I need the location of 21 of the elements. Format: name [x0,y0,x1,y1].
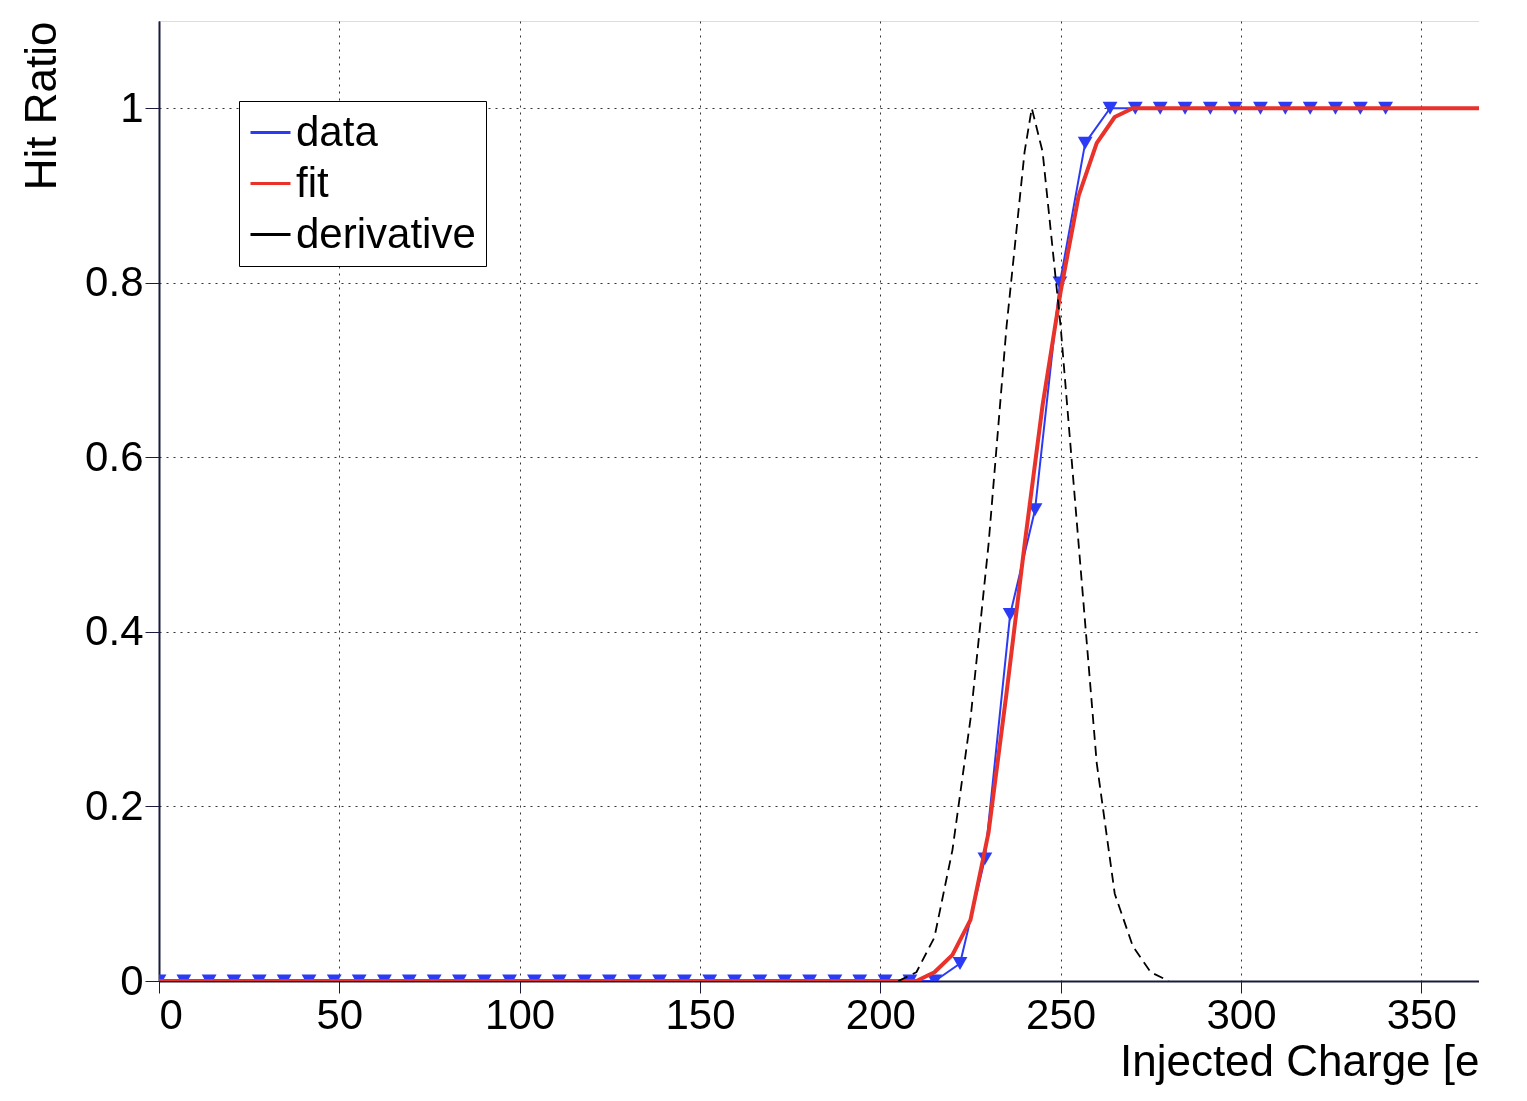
y-tick-label: 0.8 [85,258,144,306]
x-tick-label: 250 [1026,990,1097,1038]
x-tick-label: 350 [1386,990,1457,1038]
x-tick-label: 100 [485,990,556,1038]
y-tick-label: 0.4 [85,607,144,655]
x-tick-label: 200 [845,990,916,1038]
x-axis-title: Injected Charge [e [1119,1035,1480,1085]
legend-label: derivative [296,209,476,257]
y-tick-label: 0 [120,956,144,1004]
y-axis-title: Hit Ratio [16,21,66,191]
x-tick-label: 300 [1206,990,1277,1038]
y-tick-label: 0.2 [85,781,144,829]
y-tick-label: 0.6 [85,432,144,480]
point [1077,136,1093,150]
x-tick-label: 0 [159,990,183,1038]
legend-label: fit [296,158,329,206]
x-tick-label: 50 [316,990,364,1038]
y-tick-label: 1 [120,83,144,131]
point [1102,101,1118,115]
legend-label: data [296,107,379,155]
x-tick-label: 150 [665,990,736,1038]
